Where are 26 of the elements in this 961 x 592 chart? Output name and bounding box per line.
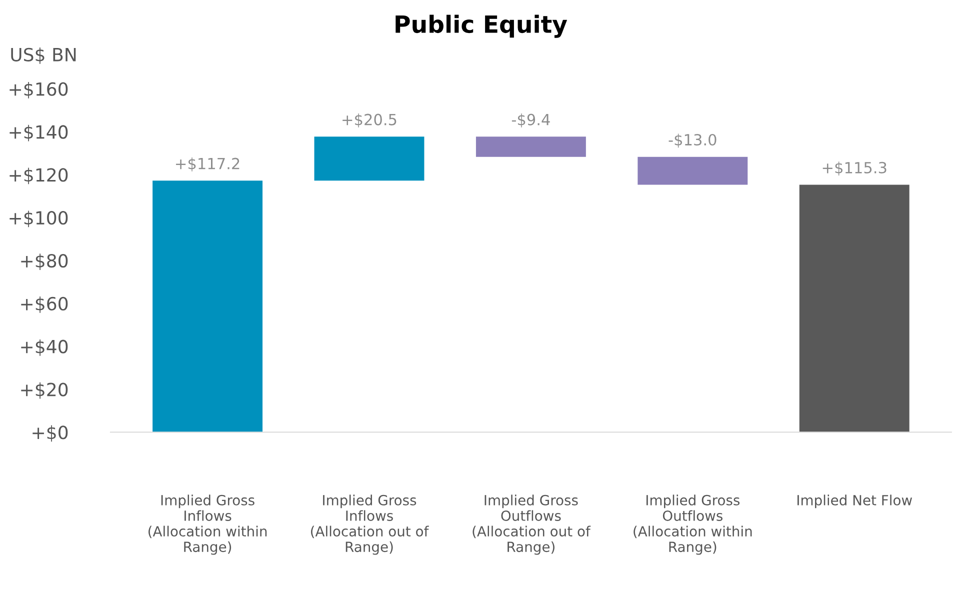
chart-title: Public Equity — [396, 14, 568, 38]
y-tick-label: +$160 — [10, 82, 68, 98]
x-tick-label: Implied Gross Inflows (Allocation within Range) — [148, 494, 267, 555]
x-tick-label: Implied Gross Inflows (Allocation out of Range) — [311, 494, 429, 555]
y-tick-label: +$100 — [10, 210, 68, 228]
x-tick-label: Implied Gross Outflows (Allocation out of Range) — [472, 494, 591, 555]
data-label: +$117.2 — [176, 158, 240, 172]
y-tick-label: +$40 — [21, 339, 68, 356]
data-label: +$115.3 — [822, 162, 886, 176]
bar — [476, 136, 586, 157]
y-tick-label: +$20 — [21, 382, 68, 399]
y-tick-label: +$80 — [21, 254, 68, 270]
bar — [799, 184, 910, 432]
x-tick-label: Implied Gross Outflows (Allocation within Range) — [634, 494, 752, 555]
x-tick-label: Implied Net Flow — [798, 494, 912, 508]
y-tick-label: +$0 — [32, 425, 68, 442]
bar — [152, 180, 263, 432]
bar — [314, 136, 424, 181]
y-tick-label: +$120 — [10, 168, 68, 184]
data-label: -$9.4 — [512, 114, 550, 128]
y-axis-title: US$ BN — [11, 48, 76, 64]
bar — [638, 156, 748, 185]
data-label: +$20.5 — [342, 114, 396, 128]
y-tick-label: +$60 — [21, 296, 68, 313]
y-tick-label: +$140 — [10, 124, 68, 142]
data-label: -$13.0 — [668, 134, 716, 148]
